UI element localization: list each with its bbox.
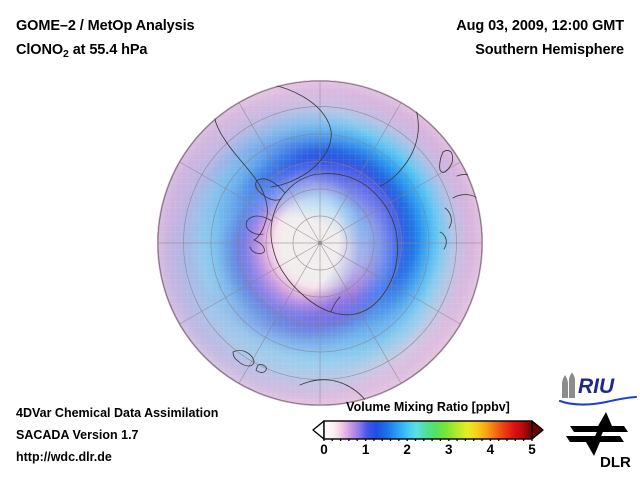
graticule-lines [157,80,483,406]
riu-tower-icon [562,372,575,398]
coastlines [212,82,483,405]
species-line: ClONO2 at 55.4 hPa [16,38,346,66]
region-label: Southern Hemisphere [475,42,624,58]
colorbar-bar [323,420,533,440]
species-subscript: 2 [63,48,69,60]
colorbar-ticks [323,439,533,445]
colorbar-left-arrow [312,420,325,440]
website-link[interactable]: http://wdc.dlr.de [16,450,112,464]
globe-disc [157,80,483,406]
riu-swoosh-icon [558,395,638,406]
version-label: SACADA Version 1.7 [16,428,139,442]
colorbar-tick-labels: 0 1 2 3 4 5 [312,442,544,462]
dlr-wordmark: DLR [600,454,631,471]
page-title: GOME–2 / MetOp Analysis [16,18,195,34]
riu-wordmark: RIU [578,375,615,398]
colorbar-tick-4: 4 [486,442,495,457]
species-name: ClONO [16,42,64,58]
riu-logo: RIU [558,372,638,406]
footer-credits: 4DVar Chemical Data Assimilation SACADA … [16,402,218,468]
colorbar-gradient [312,420,544,445]
timestamp: Aug 03, 2009, 12:00 GMT [456,18,624,34]
colorbar-tick-3: 3 [445,442,453,457]
method-label: 4DVar Chemical Data Assimilation [16,406,219,420]
header-right-block: Aug 03, 2009, 12:00 GMT Southern Hemisph… [294,14,624,62]
colorbar-tick-5: 5 [528,442,536,457]
colorbar-tick-2: 2 [403,442,411,457]
colorbar-tick-1: 1 [361,442,370,457]
colorbar-right-arrow [531,420,544,440]
colorbar: Volume Mixing Ratio [ppbv] [312,400,544,462]
polar-map [157,80,483,406]
species-level: at 55.4 hPa [68,42,148,58]
dlr-mark-icon [566,412,628,456]
dlr-logo: DLR [566,412,631,471]
colorbar-scale [312,419,544,445]
colorbar-tick-0: 0 [320,442,328,457]
colorbar-title: Volume Mixing Ratio [ppbv] [346,400,510,414]
south-pole-marker [317,240,323,246]
header-left-block: GOME–2 / MetOp Analysis ClONO2 at 55.4 h… [16,14,346,66]
